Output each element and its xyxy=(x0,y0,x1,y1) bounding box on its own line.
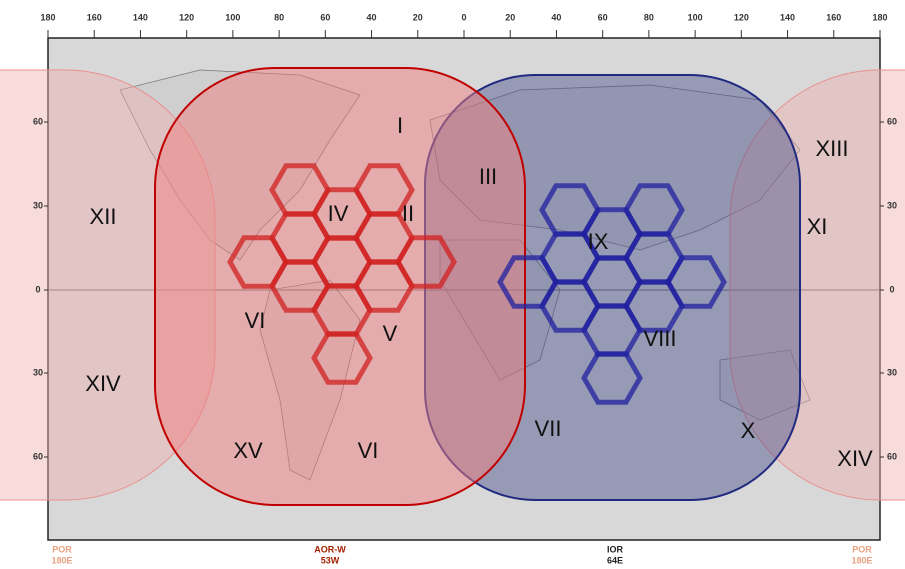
longitude-label: 100 xyxy=(225,12,240,22)
satellite-name: AOR-W xyxy=(314,544,346,554)
satellite-name: POR xyxy=(52,544,72,554)
satellite-position: 180E xyxy=(51,555,72,565)
satellite-position: 180E xyxy=(851,555,872,565)
longitude-label: 20 xyxy=(413,12,423,22)
spot-beam xyxy=(581,351,643,405)
region-label: XIV xyxy=(837,446,873,471)
spot-beam xyxy=(665,255,727,309)
latitude-label: 60 xyxy=(33,116,43,126)
longitude-label: 140 xyxy=(780,12,795,22)
latitude-label: 60 xyxy=(33,451,43,461)
longitude-label: 80 xyxy=(644,12,654,22)
spot-beam xyxy=(311,331,373,385)
satellite-name: IOR xyxy=(607,544,624,554)
spot-beam xyxy=(227,235,289,289)
latitude-label: 30 xyxy=(33,200,43,210)
region-label: V xyxy=(383,321,398,346)
region-label: IX xyxy=(588,229,609,254)
region-label: XII xyxy=(90,204,117,229)
region-label: I xyxy=(397,113,403,138)
latitude-label: 30 xyxy=(887,200,897,210)
region-label: VII xyxy=(535,416,562,441)
longitude-label: 80 xyxy=(274,12,284,22)
spot-beam xyxy=(395,235,457,289)
latitude-label: 60 xyxy=(887,451,897,461)
region-label: XIV xyxy=(85,371,121,396)
longitude-label: 160 xyxy=(826,12,841,22)
region-label: III xyxy=(479,164,497,189)
region-label: VI xyxy=(358,438,379,463)
satellite-name: POR xyxy=(852,544,872,554)
longitude-label: 40 xyxy=(367,12,377,22)
region-label: X xyxy=(741,418,756,443)
region-label: VI xyxy=(245,308,266,333)
region-label: XV xyxy=(233,438,263,463)
latitude-label: 0 xyxy=(889,284,894,294)
satellite-position: 64E xyxy=(607,555,623,565)
longitude-label: 120 xyxy=(734,12,749,22)
longitude-label: 180 xyxy=(872,12,887,22)
longitude-label: 180 xyxy=(40,12,55,22)
longitude-label: 60 xyxy=(320,12,330,22)
longitude-label: 100 xyxy=(688,12,703,22)
region-label: II xyxy=(402,201,414,226)
region-label: XI xyxy=(807,214,828,239)
longitude-label: 0 xyxy=(461,12,466,22)
region-label: IV xyxy=(328,201,349,226)
longitude-label: 120 xyxy=(179,12,194,22)
latitude-label: 60 xyxy=(887,116,897,126)
longitude-label: 40 xyxy=(551,12,561,22)
region-label: XIII xyxy=(815,136,848,161)
latitude-label: 30 xyxy=(33,367,43,377)
longitude-label: 60 xyxy=(598,12,608,22)
spot-beams xyxy=(227,163,727,405)
spot-beam xyxy=(497,255,559,309)
satellite-position: 53W xyxy=(321,555,340,565)
longitude-label: 160 xyxy=(87,12,102,22)
longitude-label: 140 xyxy=(133,12,148,22)
latitude-label: 30 xyxy=(887,367,897,377)
region-label: VIII xyxy=(643,326,676,351)
longitude-label: 20 xyxy=(505,12,515,22)
labels: 180 160 140 120 100 80 60 40 20 0 20 40 60 80 100 120 14… xyxy=(33,12,897,565)
latitude-label: 0 xyxy=(35,284,40,294)
